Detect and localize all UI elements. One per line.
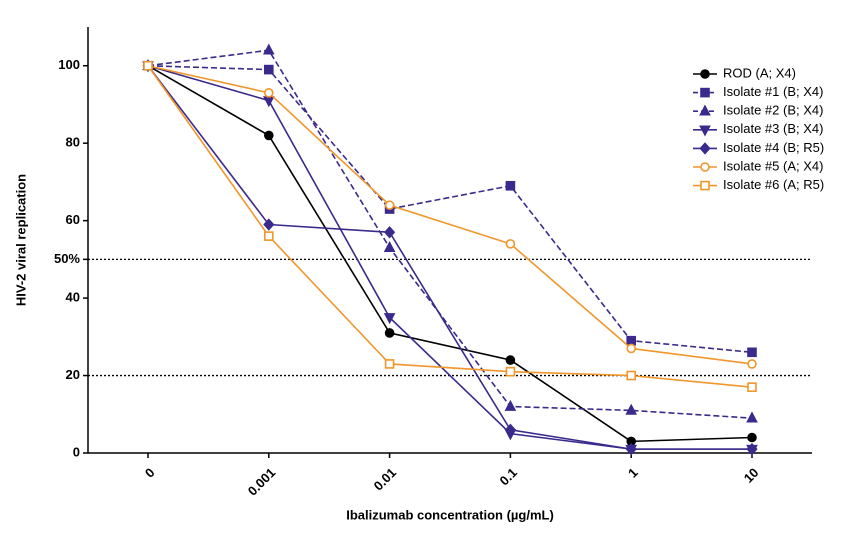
y-tick-label: 80 xyxy=(66,135,80,150)
legend-label: Isolate #6 (A; R5) xyxy=(723,177,824,192)
marker xyxy=(626,335,637,346)
marker xyxy=(262,43,275,55)
marker xyxy=(699,125,711,137)
marker xyxy=(747,347,757,358)
legend-label: ROD (A; X4) xyxy=(723,65,796,80)
marker xyxy=(263,64,274,75)
marker xyxy=(384,226,396,239)
series-line xyxy=(147,64,753,354)
x-tick-label: 10 xyxy=(741,465,762,486)
marker xyxy=(263,231,274,241)
marker xyxy=(700,162,710,172)
series-line xyxy=(147,65,753,443)
marker xyxy=(143,60,153,71)
marker xyxy=(383,241,396,253)
x-tick-label: 0 xyxy=(142,465,158,481)
marker xyxy=(505,239,516,249)
series-line xyxy=(147,64,753,365)
y-axis-title: HIV-2 viral replication xyxy=(13,174,28,306)
marker xyxy=(504,399,517,411)
y-tick-label: 60 xyxy=(66,212,80,227)
marker xyxy=(700,180,710,191)
x-axis-title: Ibalizumab concentration (µg/mL) xyxy=(346,507,554,522)
x-tick-label: 1 xyxy=(625,465,641,481)
marker xyxy=(505,366,516,377)
marker xyxy=(263,88,274,98)
marker xyxy=(746,442,758,456)
x-tick-label: 0.01 xyxy=(371,465,400,494)
marker xyxy=(383,313,396,325)
legend-label: Isolate #5 (A; X4) xyxy=(723,158,823,173)
marker xyxy=(747,432,757,443)
marker xyxy=(699,142,711,155)
y-tick-label: 50% xyxy=(54,251,80,266)
marker xyxy=(747,382,757,392)
marker xyxy=(700,87,710,98)
legend-label: Isolate #4 (B; R5) xyxy=(723,140,824,155)
series-line xyxy=(147,65,752,450)
marker xyxy=(747,359,757,369)
series-line xyxy=(147,49,753,419)
marker xyxy=(505,180,516,191)
marker xyxy=(384,200,395,210)
y-tick-label: 20 xyxy=(66,367,80,382)
series-line xyxy=(147,65,753,388)
y-tick-label: 100 xyxy=(58,57,80,72)
legend-label: Isolate #3 (B; X4) xyxy=(723,121,823,136)
marker xyxy=(700,69,710,79)
legend-label: Isolate #2 (B; X4) xyxy=(723,103,823,118)
marker xyxy=(699,104,711,116)
marker xyxy=(746,411,758,423)
marker xyxy=(625,403,638,415)
marker xyxy=(384,359,395,369)
marker xyxy=(384,328,395,338)
legend-label: Isolate #1 (B; X4) xyxy=(723,84,823,99)
marker xyxy=(263,130,274,141)
marker xyxy=(626,370,637,381)
marker xyxy=(263,218,275,231)
marker xyxy=(626,343,637,354)
series-line xyxy=(147,64,752,450)
y-tick-label: 40 xyxy=(66,290,80,305)
marker xyxy=(625,442,637,456)
marker xyxy=(504,423,516,436)
y-tick-label: 0 xyxy=(73,444,80,459)
x-tick-label: 0.1 xyxy=(497,465,520,488)
marker xyxy=(505,355,516,365)
x-tick-label: 0.001 xyxy=(245,465,279,499)
marker xyxy=(262,96,275,108)
